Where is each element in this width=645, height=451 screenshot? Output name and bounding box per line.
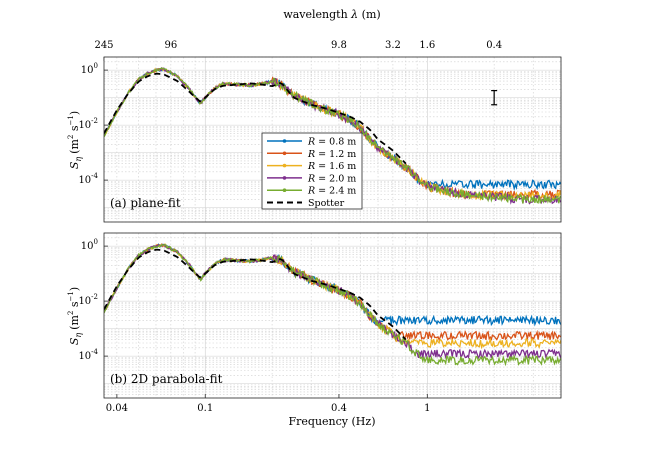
legend-entry: R = 0.8 m (307, 137, 356, 148)
panel-b-label: (b) 2D parabola-fit (110, 372, 223, 386)
y-tick-label: 100 (81, 62, 98, 76)
panel-a-label: (a) plane-fit (110, 196, 181, 210)
top-wavelength-axis: wavelength λ (m) 245 96 9.8 3.2 1.6 0.4 (94, 8, 502, 61)
series-line (104, 67, 561, 204)
legend: R = 0.8 mR = 1.2 mR = 1.6 mR = 2.0 m R = … (261, 132, 363, 210)
legend-marker (282, 163, 287, 168)
legend-marker (282, 139, 287, 143)
panel-b-grid (104, 232, 562, 399)
legend-marker (282, 151, 287, 156)
spotter-line (104, 72, 407, 165)
top-tick-label: 3.2 (385, 40, 401, 51)
panel-b-lines (104, 242, 561, 367)
y-tick-label: 10-2 (78, 117, 98, 131)
spotter-line (104, 248, 407, 341)
y-tick-label: 100 (81, 238, 98, 252)
top-axis-label: wavelength λ (m) (283, 8, 380, 21)
top-tick-label: 245 (94, 40, 113, 51)
svg-text:Sη(m2 s−1): Sη(m2 s−1) (67, 111, 83, 169)
y-tick-label: 10-4 (78, 172, 98, 186)
legend-entry: R = 1.6 m (307, 161, 356, 172)
y-tick-label: 10-2 (78, 293, 98, 307)
error-bar (491, 90, 498, 106)
legend-marker (282, 188, 287, 192)
x-tick-label: 0.1 (197, 403, 213, 414)
legend-entry: R = 1.2 m (307, 149, 356, 160)
y-tick-label: 10-4 (78, 348, 98, 362)
panel-b-y-ticks: 100 10-2 10-4 (78, 238, 108, 362)
x-tick-label: 1 (424, 403, 430, 414)
x-axis-ticks: 0.04 0.1 0.4 1 (106, 394, 430, 414)
legend-box (261, 132, 363, 210)
x-tick-label: 0.4 (331, 403, 347, 414)
panel-a-lines (104, 66, 561, 205)
top-tick-label: 9.8 (331, 40, 347, 51)
legend-entry: R = 2.4 m (307, 186, 356, 197)
legend-marker (282, 176, 287, 180)
svg-text:Sη(m2 s−1): Sη(m2 s−1) (67, 287, 83, 345)
x-tick-label: 0.04 (106, 403, 128, 414)
top-tick-label: 1.6 (419, 40, 435, 51)
y-axis-label-b: Sη(m2 s−1) (67, 287, 83, 345)
legend-entry-spotter: Spotter (308, 198, 345, 209)
panel-a-y-ticks: 100 10-2 10-4 (78, 62, 108, 186)
panel-b: 100 10-2 10-4 (b) 2D parabola-fit (78, 232, 562, 399)
x-axis-label: Frequency (Hz) (289, 415, 376, 428)
y-axis-label-a: Sη(m2 s−1) (67, 111, 83, 169)
top-tick-label: 0.4 (486, 40, 502, 51)
top-tick-label: 96 (164, 40, 177, 51)
legend-entry: R = 2.0 m (307, 173, 356, 184)
